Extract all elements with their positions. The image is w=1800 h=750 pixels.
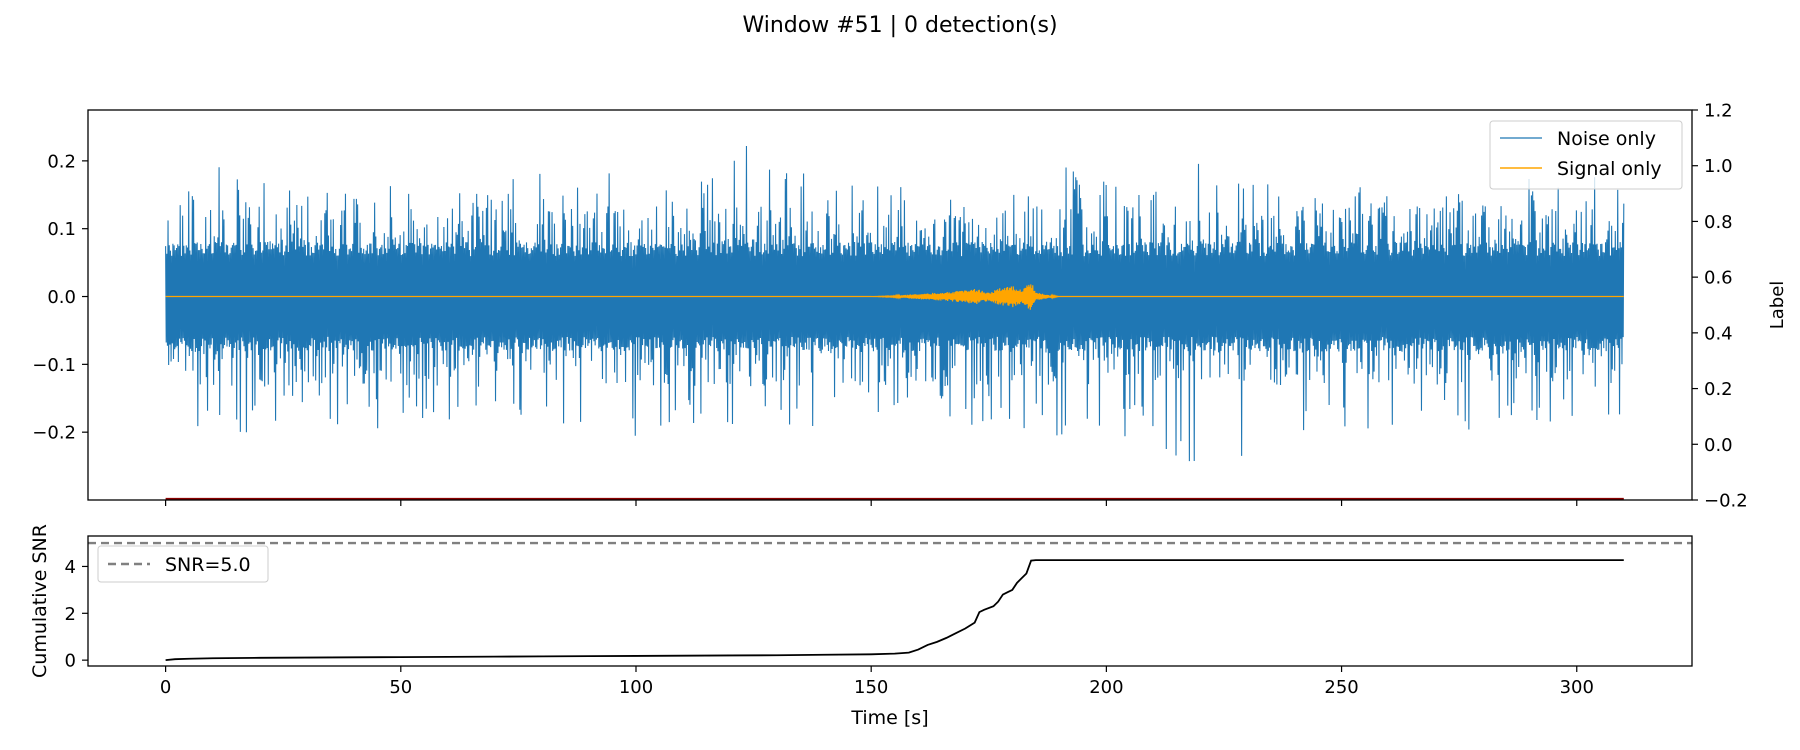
snr-x-tick-label: 200 [1089,677,1123,698]
label-y-tick-label: 0.2 [1704,379,1733,400]
waveform-y-tick-label: 0.2 [47,151,76,172]
legend-signal-label: Signal only [1557,158,1662,180]
snr-plot-area [88,541,1692,662]
label-y-tick-label: 1.2 [1704,101,1733,122]
label-axis-title: Label [1767,281,1788,330]
waveform-y-tick-label: −0.1 [32,355,76,376]
waveform-y-axis: −0.2 −0.1 0.0 0.1 0.2 [32,151,88,444]
label-y-tick-label: 0.0 [1704,435,1733,456]
snr-panel: 0 2 4 0 50 100 150 200 250 300 Time [s] Cumulati… [29,524,1693,729]
snr-x-tick-label: 250 [1324,677,1358,698]
snr-legend: SNR=5.0 [97,545,269,583]
snr-y-tick-label: 0 [65,651,76,672]
label-y-tick-label: −0.2 [1704,491,1748,512]
label-y-tick-label: 1.0 [1704,156,1733,177]
waveform-axes-frame [87,109,1693,501]
legend-noise-label: Noise only [1557,128,1656,150]
label-y-tick-label: 0.6 [1704,268,1733,289]
waveform-y-tick-label: −0.2 [32,423,76,444]
waveform-x-ticks [165,500,1578,506]
snr-x-tick-label: 150 [854,677,888,698]
waveform-plot-area [165,146,1625,501]
snr-axes-frame [87,535,1693,667]
label-y-tick-label: 0.4 [1704,323,1733,344]
snr-x-axis: 0 50 100 150 200 250 300 [160,666,1594,698]
waveform-legend: Noise only Signal only [1489,120,1683,190]
label-y-tick-label: 0.8 [1704,212,1733,233]
snr-x-tick-label: 50 [389,677,412,698]
snr-y-axis-title: Cumulative SNR [29,524,51,678]
snr-y-tick-label: 4 [65,557,76,578]
snr-x-tick-label: 100 [619,677,653,698]
noise-only-series [165,146,1625,462]
figure-title: Window #51 | 0 detection(s) [742,13,1057,38]
legend-snr-threshold-label: SNR=5.0 [165,554,251,576]
waveform-panel: −0.2 −0.1 0.0 0.1 0.2 −0.2 0.0 0.2 0.4 0.6 0.8 1.0… [32,101,1788,512]
signal-only-series [165,284,1624,310]
snr-x-axis-title: Time [s] [850,707,928,729]
waveform-y-tick-label: 0.1 [47,219,76,240]
snr-x-tick-label: 300 [1560,677,1594,698]
snr-y-axis: 0 2 4 [65,557,88,672]
waveform-y-tick-label: 0.0 [47,287,76,308]
label-y-axis: −0.2 0.0 0.2 0.4 0.6 0.8 1.0 1.2 [1692,101,1748,512]
snr-y-tick-label: 2 [65,604,76,625]
snr-x-tick-label: 0 [160,677,171,698]
snr-legend-box [97,545,269,583]
cumulative-snr-series [165,559,1624,662]
